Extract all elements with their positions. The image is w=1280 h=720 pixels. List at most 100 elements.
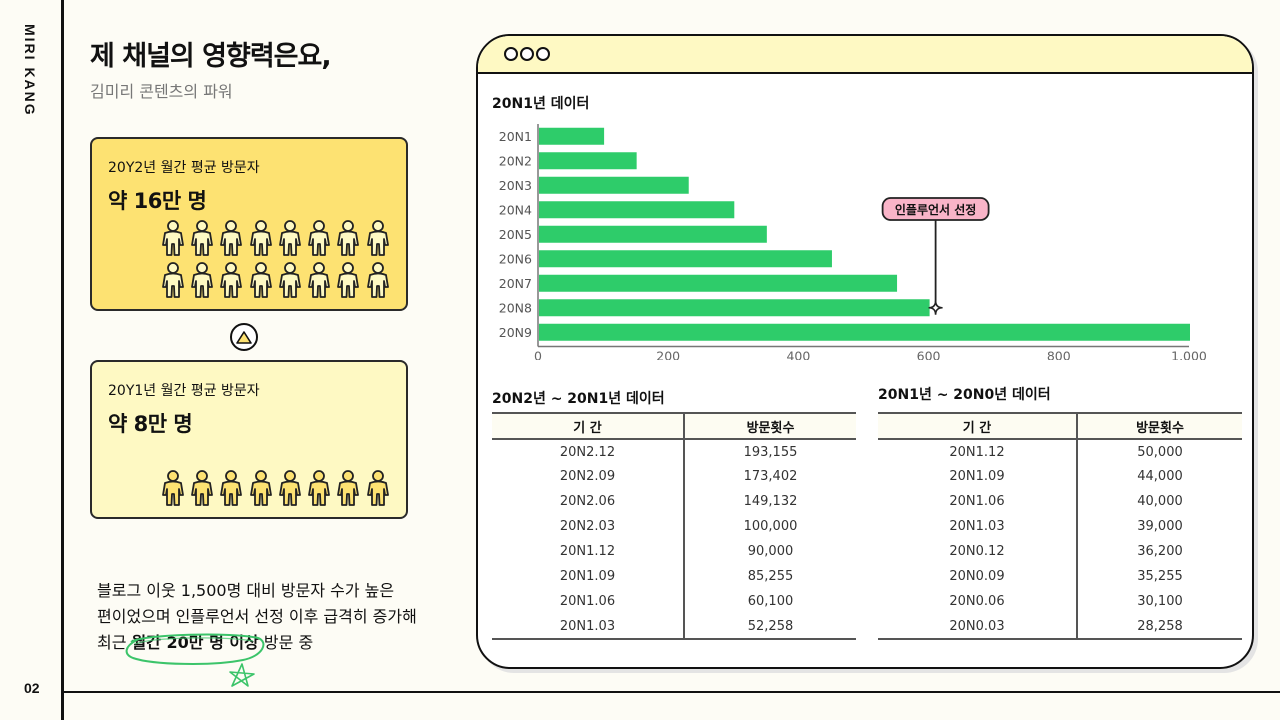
window-dot-icon bbox=[536, 47, 550, 61]
window-dot-icon bbox=[504, 47, 518, 61]
visits-cell: 85,255 bbox=[747, 569, 794, 584]
period-cell: 20N1.12 bbox=[492, 539, 685, 564]
x-tick-label: 1,000 bbox=[1171, 349, 1207, 361]
person-icon bbox=[365, 261, 394, 299]
x-tick-label: 400 bbox=[786, 349, 810, 361]
visits-cell: 173,402 bbox=[743, 469, 798, 484]
summary-prefix: 최근 bbox=[97, 633, 132, 652]
visits-table-recent: 기 간 방문횟수 20N2.12 193,155 20N2.09 173,402 20N… bbox=[492, 412, 856, 640]
bar bbox=[539, 274, 898, 292]
person-icon bbox=[335, 469, 364, 507]
table-row: 20N2.06 149,132 bbox=[492, 489, 856, 514]
visits-cell: 50,000 bbox=[1137, 444, 1183, 460]
visits-cell: 36,200 bbox=[1137, 544, 1183, 559]
person-icon bbox=[335, 219, 364, 257]
person-icon bbox=[277, 219, 306, 257]
page-title: 제 채널의 영향력은요, bbox=[90, 41, 332, 72]
category-label: 20N7 bbox=[499, 276, 532, 291]
person-icon bbox=[277, 469, 306, 507]
stat-label: 20Y2년 월간 평균 방문자 bbox=[108, 160, 260, 176]
visits-cell: 39,000 bbox=[1137, 519, 1183, 534]
visits-cell: 44,000 bbox=[1137, 469, 1183, 484]
star-doodle-icon bbox=[229, 663, 255, 687]
period-cell: 20N1.09 bbox=[492, 564, 685, 589]
category-label: 20N2 bbox=[499, 153, 532, 168]
window-dot-icon bbox=[520, 47, 534, 61]
person-icon bbox=[218, 219, 247, 257]
stat-value: 약 8만 명 bbox=[108, 412, 193, 436]
person-icon bbox=[189, 469, 218, 507]
person-icon bbox=[306, 261, 335, 299]
bar bbox=[539, 152, 637, 170]
period-cell: 20N2.12 bbox=[492, 439, 685, 464]
visits-cell: 35,255 bbox=[1137, 569, 1183, 584]
stat-label: 20Y1년 월간 평균 방문자 bbox=[108, 383, 260, 399]
bar bbox=[539, 176, 689, 194]
visits-cell: 52,258 bbox=[684, 614, 856, 640]
category-label: 20N4 bbox=[499, 202, 532, 217]
period-cell: 20N0.12 bbox=[878, 539, 1078, 564]
window-titlebar bbox=[478, 36, 1252, 74]
category-label: 20N5 bbox=[499, 227, 532, 242]
person-icon bbox=[189, 261, 218, 299]
table-row: 20N1.12 90,000 bbox=[492, 539, 856, 564]
column-header: 기 간 bbox=[492, 412, 685, 440]
period-cell: 20N2.03 bbox=[492, 514, 685, 539]
x-tick-label: 800 bbox=[1047, 349, 1071, 361]
table-title: 20N1년 ~ 20N0년 데이터 bbox=[878, 387, 1051, 403]
table-row: 20N2.12 193,155 bbox=[492, 439, 856, 464]
category-label: 20N6 bbox=[499, 251, 532, 266]
stat-card-current-year: 20Y2년 월간 평균 방문자 약 16만 명 bbox=[90, 137, 408, 311]
increase-badge bbox=[230, 323, 258, 351]
summary-line: 최근 월간 20만 명 이상 방문 중 bbox=[97, 630, 417, 656]
period-cell: 20N2.06 bbox=[492, 489, 685, 514]
person-icon bbox=[306, 469, 335, 507]
chart-title: 20N1년 데이터 bbox=[492, 96, 590, 112]
category-label: 20N1 bbox=[499, 129, 532, 144]
person-icon bbox=[335, 261, 364, 299]
visits-cell: 90,000 bbox=[747, 544, 794, 559]
period-cell: 20N1.06 bbox=[878, 489, 1078, 514]
period-cell: 20N1.12 bbox=[878, 439, 1078, 464]
sparkle-marker-icon bbox=[928, 300, 943, 315]
triangle-up-icon bbox=[236, 330, 252, 344]
x-tick-label: 600 bbox=[917, 349, 941, 361]
person-icon bbox=[160, 261, 189, 299]
person-icon bbox=[248, 261, 277, 299]
period-cell: 20N0.06 bbox=[878, 589, 1078, 614]
brand-label: MIRI KANG bbox=[22, 24, 38, 117]
person-icon bbox=[306, 219, 335, 257]
person-icon bbox=[189, 219, 218, 257]
visits-cell: 100,000 bbox=[743, 519, 798, 534]
person-icon bbox=[218, 469, 247, 507]
x-tick-label: 0 bbox=[534, 349, 542, 361]
bar bbox=[539, 201, 735, 219]
table-row: 20N0.06 30,100 bbox=[878, 589, 1242, 614]
person-icon bbox=[277, 261, 306, 299]
summary-line: 편이었으며 인플루언서 선정 이후 급격히 증가해 bbox=[97, 607, 417, 626]
summary-highlight: 월간 20만 명 이상 bbox=[131, 633, 259, 652]
table-title: 20N2년 ~ 20N1년 데이터 bbox=[492, 391, 665, 407]
category-label: 20N8 bbox=[499, 300, 532, 315]
column-header: 방문횟수 bbox=[684, 412, 856, 440]
table-row: 20N0.12 36,200 bbox=[878, 539, 1242, 564]
period-cell: 20N1.06 bbox=[492, 589, 685, 614]
table-row: 20N1.09 85,255 bbox=[492, 564, 856, 589]
summary-suffix: 방문 중 bbox=[258, 633, 314, 652]
stat-card-previous-year: 20Y1년 월간 평균 방문자 약 8만 명 bbox=[90, 360, 408, 519]
visits-cell: 60,100 bbox=[747, 594, 794, 609]
period-cell: 20N2.09 bbox=[492, 464, 685, 489]
table-row: 20N1.06 40,000 bbox=[878, 489, 1242, 514]
column-header: 기 간 bbox=[878, 412, 1078, 440]
visits-cell: 30,100 bbox=[1137, 594, 1183, 609]
period-cell: 20N1.09 bbox=[878, 464, 1078, 489]
visits-cell: 193,155 bbox=[743, 444, 798, 460]
page-subtitle: 김미리 콘텐츠의 파워 bbox=[90, 82, 233, 101]
column-header: 방문횟수 bbox=[1077, 412, 1242, 440]
bar bbox=[539, 250, 832, 268]
period-cell: 20N0.03 bbox=[878, 614, 1078, 640]
browser-window-mockup: 20N1년 데이터 20N1 20N2 20N3 20N4 20N5 20N6 20N7 20… bbox=[476, 34, 1254, 669]
x-tick-label: 200 bbox=[656, 349, 680, 361]
category-label: 20N3 bbox=[499, 178, 532, 193]
